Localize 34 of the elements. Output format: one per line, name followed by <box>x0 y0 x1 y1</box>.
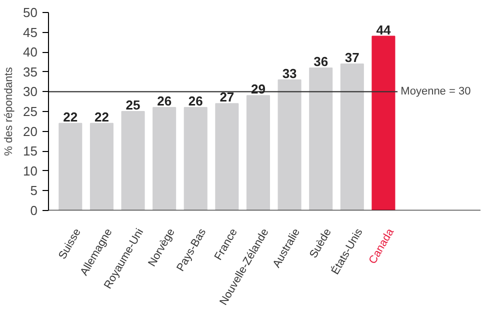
y-tick-label: 10 <box>23 163 38 178</box>
bar <box>58 122 82 210</box>
data-label: 33 <box>282 66 297 81</box>
data-label: 37 <box>344 50 360 65</box>
y-tick-label: 45 <box>23 24 38 40</box>
data-label: 26 <box>157 94 172 109</box>
bar <box>90 122 114 210</box>
y-tick-label: 5 <box>30 183 38 198</box>
y-tick-label: 50 <box>23 5 38 20</box>
bar <box>121 111 145 210</box>
bar <box>278 79 302 210</box>
bar <box>340 63 364 210</box>
y-tick-label: 15 <box>23 144 38 159</box>
y-tick-label: 35 <box>23 64 38 80</box>
data-label: 25 <box>126 98 140 112</box>
ref-line-label: Moyenne = 30 <box>400 86 471 98</box>
bar <box>372 36 396 210</box>
bar <box>215 103 239 210</box>
data-label: 44 <box>376 22 392 38</box>
bar <box>184 107 208 210</box>
data-label: 36 <box>314 54 328 69</box>
y-tick-label: 25 <box>23 104 38 119</box>
y-tick-label: 0 <box>30 203 38 218</box>
data-label: 22 <box>63 109 78 124</box>
bar <box>152 107 176 210</box>
data-label: 22 <box>94 109 109 124</box>
bar <box>246 95 270 210</box>
bar <box>309 67 333 210</box>
y-tick-label: 20 <box>23 124 38 139</box>
y-tick-label: 40 <box>23 44 38 60</box>
data-label: 26 <box>188 94 203 109</box>
y-axis-title: % des répondants <box>3 66 16 156</box>
y-tick-label: 30 <box>23 84 38 100</box>
data-label: 27 <box>220 90 234 105</box>
